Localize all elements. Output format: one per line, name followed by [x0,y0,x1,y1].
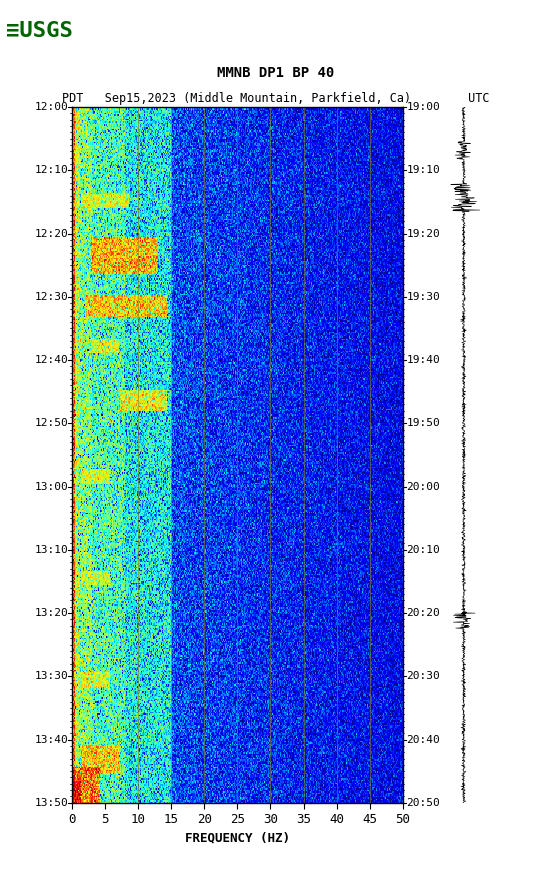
Text: 20:20: 20:20 [406,608,440,618]
Text: 20:40: 20:40 [406,734,440,745]
Text: 12:20: 12:20 [35,228,68,238]
Text: 19:30: 19:30 [406,292,440,301]
Text: 13:30: 13:30 [35,672,68,681]
Text: PDT   Sep15,2023 (Middle Mountain, Parkfield, Ca)        UTC: PDT Sep15,2023 (Middle Mountain, Parkfie… [62,92,490,105]
Text: 13:10: 13:10 [35,545,68,555]
Text: 12:30: 12:30 [35,292,68,301]
Text: 20:50: 20:50 [406,797,440,808]
Text: 19:50: 19:50 [406,418,440,428]
X-axis label: FREQUENCY (HZ): FREQUENCY (HZ) [185,831,290,845]
Text: 13:50: 13:50 [35,797,68,808]
Text: 19:00: 19:00 [406,102,440,112]
Text: 20:00: 20:00 [406,482,440,491]
Text: 19:20: 19:20 [406,228,440,238]
Text: 12:00: 12:00 [35,102,68,112]
Text: 12:10: 12:10 [35,165,68,176]
Text: 20:30: 20:30 [406,672,440,681]
Text: 12:50: 12:50 [35,418,68,428]
Text: 13:20: 13:20 [35,608,68,618]
Text: 12:40: 12:40 [35,355,68,365]
Text: ≡USGS: ≡USGS [6,21,72,40]
Text: 19:10: 19:10 [406,165,440,176]
Text: 13:40: 13:40 [35,734,68,745]
Text: 19:40: 19:40 [406,355,440,365]
Text: MMNB DP1 BP 40: MMNB DP1 BP 40 [217,66,335,80]
Text: 13:00: 13:00 [35,482,68,491]
Text: 20:10: 20:10 [406,545,440,555]
